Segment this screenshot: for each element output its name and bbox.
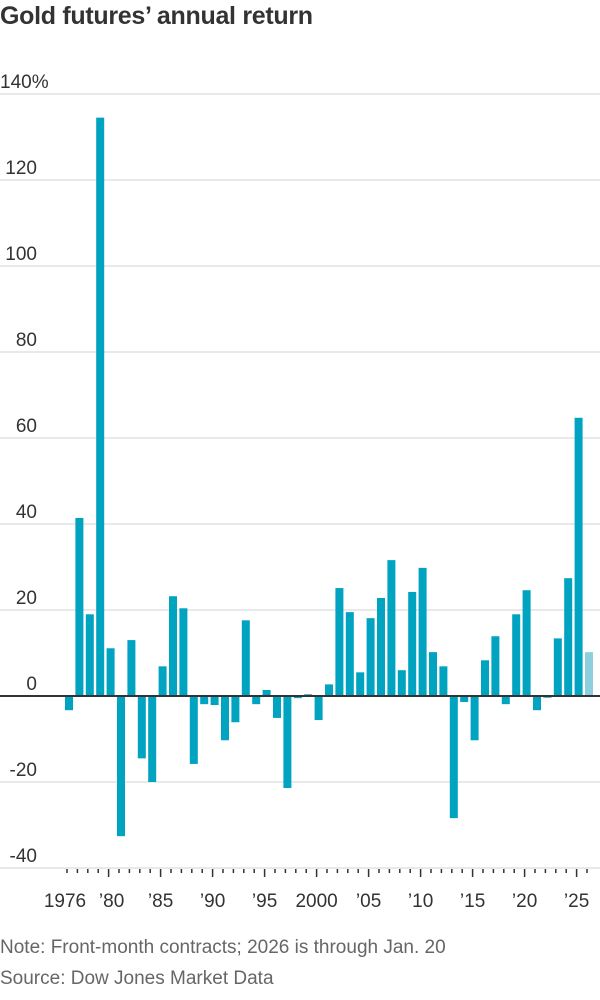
bar-1986 bbox=[169, 596, 177, 696]
bar-2012 bbox=[439, 666, 448, 696]
x-tick-label: ’05 bbox=[356, 891, 381, 912]
bar-2003 bbox=[345, 612, 354, 696]
bar-1996 bbox=[273, 696, 281, 718]
x-tick-label: ’10 bbox=[408, 891, 433, 912]
bar-1979 bbox=[96, 117, 105, 696]
y-tick-label: 120 bbox=[5, 158, 37, 179]
x-tick-label: ’90 bbox=[200, 891, 225, 912]
y-tick-label: 60 bbox=[16, 416, 37, 437]
x-tick-label: 1976 bbox=[44, 891, 86, 912]
bar-1983 bbox=[137, 696, 146, 759]
gridlines bbox=[0, 93, 600, 869]
bar-1985 bbox=[158, 666, 167, 696]
y-tick-label: 0 bbox=[26, 674, 37, 695]
x-axis-labels: 1976 ’80 ’85 ’90 ’95 2000 ’05 ’10 ’15 ’20 ’25 bbox=[44, 891, 589, 912]
bar-1988 bbox=[189, 696, 198, 764]
bar-1997 bbox=[283, 696, 292, 789]
x-tick-label: ’80 bbox=[99, 891, 124, 912]
x-tick-label: ’15 bbox=[460, 891, 485, 912]
bar-1995 bbox=[262, 689, 271, 696]
bar-2017 bbox=[491, 636, 500, 696]
y-axis-labels: 140% 120 100 80 60 40 20 0 -20 -40 bbox=[0, 72, 49, 867]
y-tick-label: -20 bbox=[10, 760, 37, 781]
y-tick-label: 100 bbox=[5, 244, 37, 265]
chart-source: Source: Dow Jones Market Data bbox=[0, 968, 274, 989]
chart-note: Note: Front-month contracts; 2026 is thr… bbox=[0, 937, 446, 958]
x-tick-label: ’20 bbox=[512, 891, 537, 912]
bar-1992 bbox=[231, 696, 240, 723]
x-tick-label: ’25 bbox=[564, 891, 589, 912]
bar-1976 bbox=[65, 696, 73, 711]
bar-1998 bbox=[293, 696, 302, 699]
bar-1994 bbox=[252, 696, 261, 705]
bar-2020 bbox=[522, 590, 531, 696]
y-tick-label: 140% bbox=[0, 72, 49, 93]
bar-1977 bbox=[75, 517, 84, 696]
bar-2014 bbox=[460, 696, 469, 703]
x-axis-ticks bbox=[66, 869, 588, 877]
bar-2015 bbox=[470, 696, 479, 741]
bar-2009 bbox=[408, 591, 417, 696]
bar-2026 bbox=[585, 652, 593, 696]
y-tick-label: 20 bbox=[16, 588, 37, 609]
bar-2025 bbox=[574, 417, 583, 696]
bar-1993 bbox=[241, 620, 250, 696]
bar-1981 bbox=[117, 696, 125, 837]
bar-2011 bbox=[429, 652, 437, 696]
bar-2021 bbox=[533, 696, 541, 711]
bar-2013 bbox=[449, 696, 458, 819]
y-tick-label: 40 bbox=[16, 502, 37, 523]
x-tick-label: ’85 bbox=[148, 891, 173, 912]
x-tick-label: 2000 bbox=[295, 891, 337, 912]
bar-2016 bbox=[481, 660, 489, 696]
bar-1990 bbox=[210, 696, 219, 706]
bar-1989 bbox=[200, 696, 209, 705]
bar-2002 bbox=[335, 588, 344, 696]
bar-2018 bbox=[501, 696, 510, 705]
bar-2006 bbox=[377, 597, 385, 696]
bar-2023 bbox=[553, 638, 562, 696]
bar-1987 bbox=[179, 608, 188, 696]
bar-1978 bbox=[85, 614, 94, 696]
bar-2019 bbox=[512, 614, 521, 696]
bar-1991 bbox=[221, 696, 229, 741]
chart-title: Gold futures’ annual return bbox=[0, 2, 313, 30]
bar-2004 bbox=[356, 672, 365, 696]
bar-1980 bbox=[106, 648, 115, 696]
bar-2024 bbox=[564, 578, 573, 696]
bar-2000 bbox=[314, 696, 323, 721]
bar-2008 bbox=[397, 670, 406, 696]
bar-1982 bbox=[127, 640, 136, 696]
bar-1984 bbox=[148, 696, 157, 782]
bar-2010 bbox=[418, 567, 427, 696]
x-tick-label: ’95 bbox=[252, 891, 277, 912]
bars bbox=[65, 117, 593, 837]
y-tick-label: 80 bbox=[16, 330, 37, 351]
bar-2001 bbox=[325, 684, 333, 696]
bar-2007 bbox=[387, 560, 396, 696]
bar-2005 bbox=[366, 618, 375, 696]
y-tick-label: -40 bbox=[10, 846, 37, 867]
